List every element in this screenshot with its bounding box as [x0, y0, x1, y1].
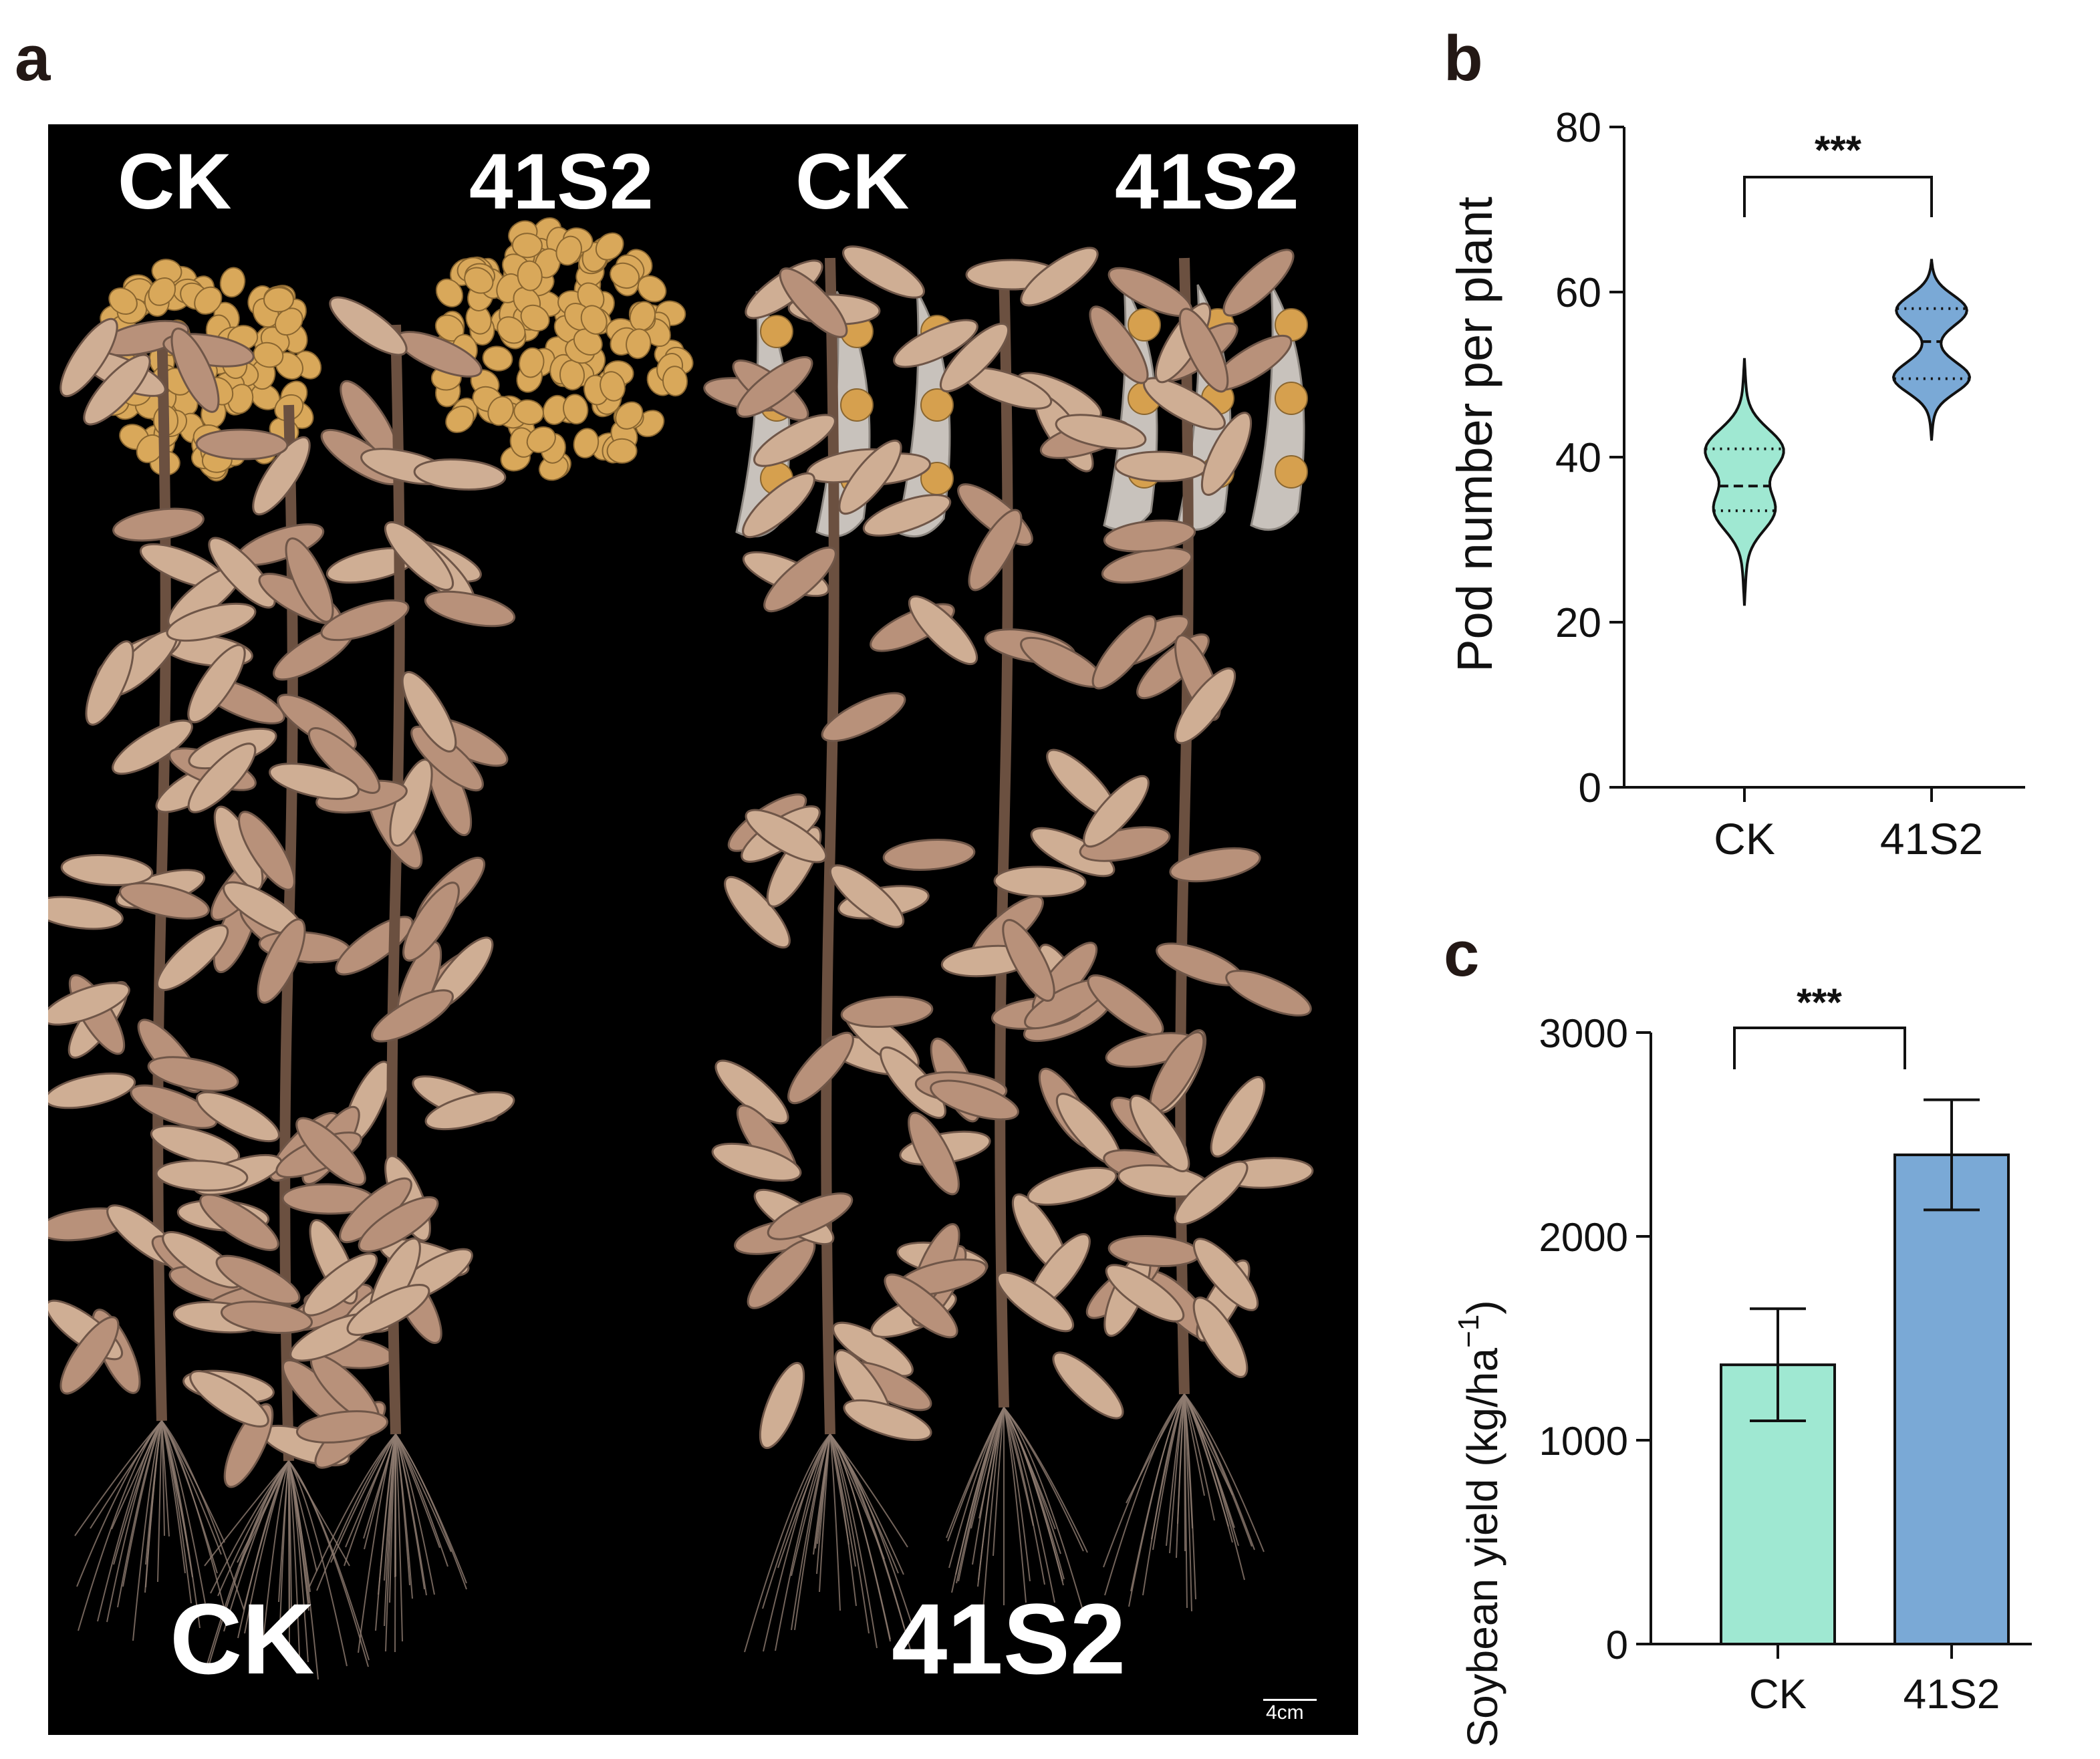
plant-photo-illustration: [48, 217, 1314, 1680]
chart-b-ytick-label: 80: [1555, 105, 1601, 151]
chart-c-ytick-label: 1000: [1539, 1419, 1628, 1464]
photo-label-41s2-plants: 41S2: [892, 1583, 1126, 1695]
violin-ck: [1704, 358, 1785, 606]
open-pod-41s2-2: [1250, 284, 1308, 531]
soybean-yield-bar-chart: 0 1000 2000 3000 CK 41S2 *** Soybean yield (kg…: [1452, 981, 2032, 1748]
violin-41s2: [1891, 259, 1972, 441]
chart-b-significance-bracket: [1743, 176, 1933, 217]
scale-bar-line: [1263, 1699, 1317, 1701]
chart-c-ytick-label: 2000: [1539, 1215, 1628, 1260]
plant-41s2-2: [882, 247, 1130, 1619]
plant-41s2-1: [703, 245, 957, 1653]
seed-pile-41s2: [430, 217, 694, 481]
chart-b-ytick-label: 40: [1555, 435, 1601, 481]
chart-b-xtick-label: CK: [1714, 814, 1775, 863]
chart-c-xtick-label: 41S2: [1904, 1671, 2000, 1718]
chart-b-ytick-label: 60: [1555, 270, 1601, 316]
pod-number-violin-chart: 0 20 40 60 80 CK 41S2 *** Pod number per plant: [1447, 105, 2025, 863]
scale-bar-label: 4cm: [1266, 1702, 1304, 1724]
photo-label-ck-plants: CK: [170, 1583, 315, 1695]
chart-b-significance-label: ***: [1815, 128, 1862, 172]
chart-c-ytick-label: 0: [1606, 1623, 1628, 1667]
plant-41s2-3: [1055, 249, 1314, 1612]
photo-label-ck-pods: CK: [795, 138, 910, 226]
chart-c-significance-label: ***: [1797, 981, 1842, 1025]
chart-c-ylabel: Soybean yield (kg/ha−1): [1452, 1300, 1506, 1747]
plant-photo: CK 41S2 CK 41S2 CK 41S2 4cm: [48, 124, 1358, 1735]
panel-letter-c: c: [1444, 918, 1480, 990]
chart-c-ytick-label: 3000: [1539, 1011, 1628, 1056]
chart-b-ytick-label: 0: [1579, 765, 1601, 811]
panel-letter-a: a: [15, 23, 51, 94]
photo-label-ck-seeds: CK: [118, 138, 232, 226]
panel-letter-b: b: [1444, 23, 1483, 94]
bar-41s2: [1893, 1154, 2010, 1645]
chart-b-xtick-label: 41S2: [1880, 814, 1983, 863]
photo-label-41s2-pods: 41S2: [1115, 138, 1299, 226]
photo-label-41s2-seeds: 41S2: [469, 138, 654, 226]
chart-c-significance-bracket: [1733, 1027, 1906, 1069]
chart-c-xtick-label: CK: [1749, 1671, 1807, 1718]
chart-b-ylabel: Pod number per plant: [1447, 196, 1502, 672]
plant-ck-3: [269, 296, 516, 1653]
chart-b-ytick-label: 20: [1555, 600, 1601, 646]
